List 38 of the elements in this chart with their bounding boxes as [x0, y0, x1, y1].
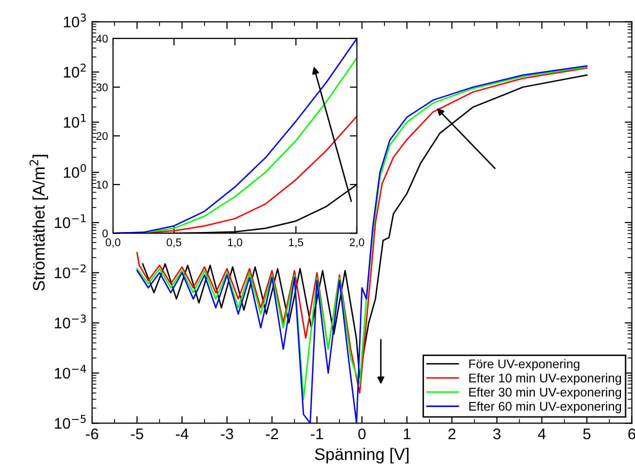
y-axis-title: Strömtäthet [A/m$^{2}$]: [30, 154, 48, 291]
x-tick-label: 0: [358, 428, 366, 440]
x-tick-label: 3: [493, 428, 500, 440]
y-tick-label: 10$^{−1}$: [54, 214, 86, 228]
y-tick-label: 10$^{1}$: [64, 114, 86, 128]
x-tick-label: 1,5: [289, 238, 304, 248]
x-tick-label: 0,0: [106, 238, 120, 248]
x-tick-label: 2: [448, 428, 456, 440]
y-tick-label: 10$^{0}$: [64, 164, 86, 178]
y-tick-label: 20: [96, 132, 108, 140]
x-tick-label: -6: [86, 428, 98, 440]
y-tick-label: 10: [96, 180, 108, 189]
y-tick-label: 40: [96, 34, 108, 43]
x-tick-label: -2: [266, 428, 278, 440]
x-tick-label: 4: [538, 428, 546, 440]
legend-label: Före UV-exponering: [469, 359, 580, 371]
y-tick-label: 10$^{−5}$: [54, 415, 86, 429]
x-tick-label: -5: [130, 428, 144, 440]
legend-label: Efter 30 min UV-exponering: [469, 387, 622, 400]
x-tick-label: 2,0: [350, 238, 364, 248]
y-tick-label: 10$^{−2}$: [54, 264, 86, 278]
x-tick-label: 1,0: [228, 238, 242, 248]
x-tick-label: -3: [220, 428, 234, 440]
y-tick-label: 10$^{3}$: [64, 13, 86, 28]
x-tick-label: 0,5: [166, 238, 182, 248]
x-tick-label: -4: [176, 428, 188, 440]
y-tick-label: 10$^{2}$: [64, 64, 86, 78]
legend-label: Efter 60 min UV-exponering: [469, 402, 622, 414]
y-tick-label: 30: [96, 83, 108, 92]
x-tick-label: 5: [583, 428, 590, 440]
x-axis-title: Spänning [V]: [314, 448, 408, 464]
x-tick-label: 1: [404, 428, 410, 440]
x-tick-label: 6: [628, 428, 635, 440]
legend-label: Efter 10 min UV-exponering: [469, 373, 622, 385]
x-tick-label: -1: [310, 428, 324, 440]
y-tick-label: 10$^{−4}$: [54, 364, 86, 379]
y-tick-label: 0: [102, 229, 108, 238]
y-tick-label: 10$^{−3}$: [54, 314, 86, 328]
